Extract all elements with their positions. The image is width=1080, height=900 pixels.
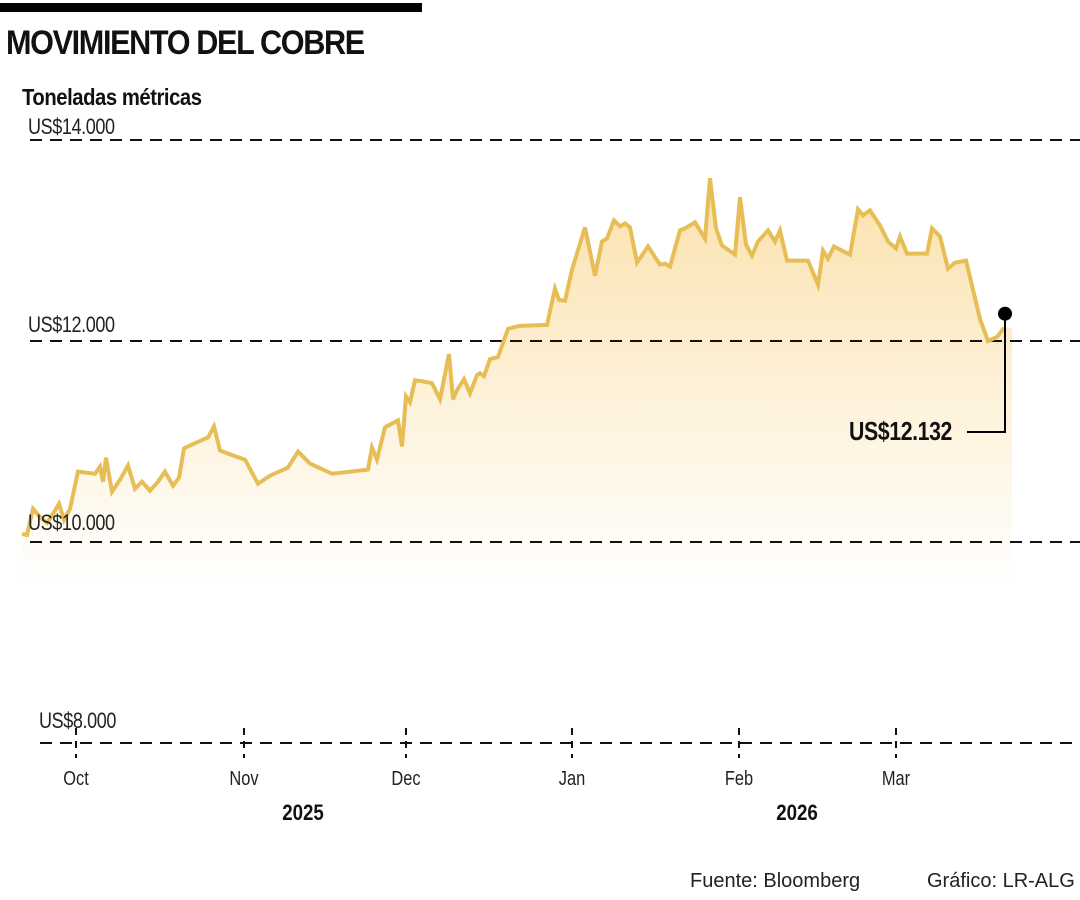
source-credit: Fuente: Bloomberg	[690, 870, 861, 892]
price-line	[21, 177, 1006, 538]
x-tick-label-dec: Dec	[391, 768, 421, 790]
area-fill	[22, 178, 1012, 585]
x-tick-label-nov: Nov	[229, 768, 259, 790]
x-tick-label-jan: Jan	[558, 768, 586, 790]
x-tick-label-feb: Feb	[724, 768, 754, 790]
year-label-2026: 2026	[776, 800, 818, 825]
chart-title: MOVIMIENTO DEL COBRE	[6, 24, 365, 62]
chart-subtitle: Toneladas métricas	[22, 84, 202, 110]
last-point-marker	[998, 306, 1012, 321]
last-value-callout: US$12.132	[849, 416, 952, 446]
year-label-2025: 2025	[282, 800, 324, 825]
gridlines	[30, 139, 1080, 744]
y-tick-label-14000: US$14.000	[28, 114, 115, 139]
y-tick-label-8000: US$8.000	[39, 708, 116, 733]
x-tick-label-mar: Mar	[881, 768, 911, 790]
x-axis-ticks	[75, 728, 897, 758]
y-tick-label-12000: US$12.000	[28, 312, 115, 337]
title-rule	[0, 3, 422, 12]
callout-leader	[967, 306, 1012, 433]
x-tick-label-oct: Oct	[63, 768, 89, 790]
y-tick-label-10000: US$10.000	[28, 510, 115, 535]
graphic-credit: Gráfico: LR-ALG	[927, 870, 1075, 892]
